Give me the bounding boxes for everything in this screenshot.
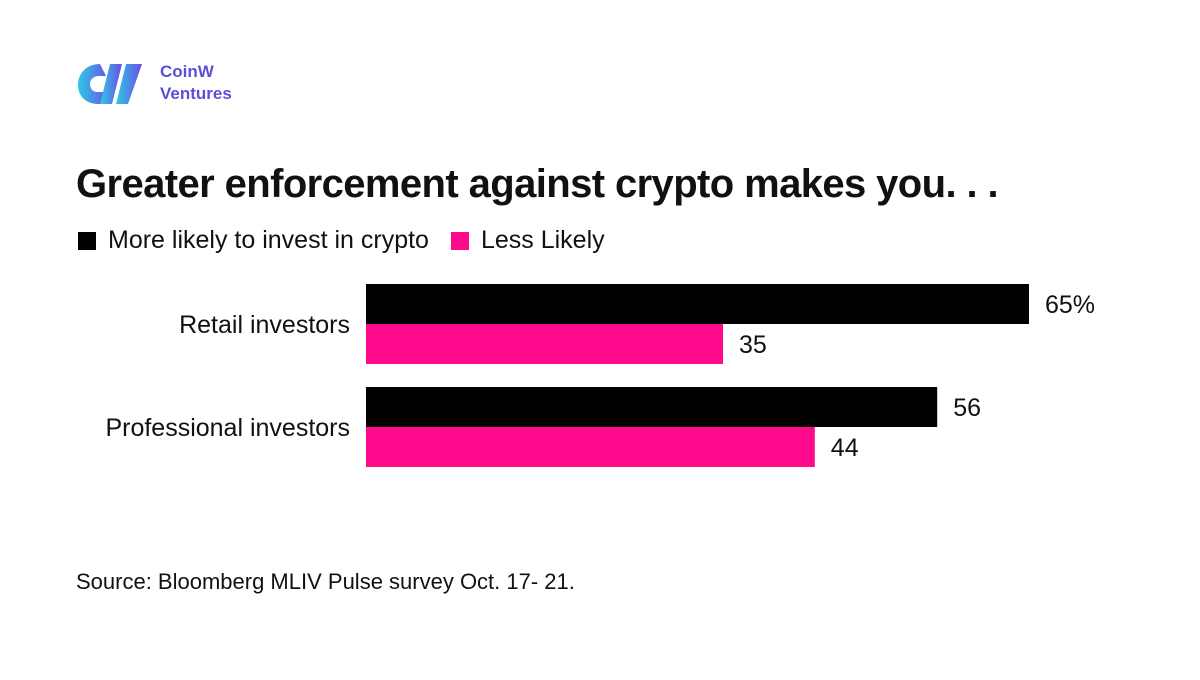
bar-less-likely <box>366 427 815 467</box>
brand-name-line1: CoinW <box>160 62 214 81</box>
category-label: Retail investors <box>179 311 350 339</box>
bar-value-label: 44 <box>831 434 859 462</box>
bar-value-label: 56 <box>953 394 981 422</box>
legend-item-less-likely: Less Likely <box>450 226 605 255</box>
bar-less-likely <box>366 324 723 364</box>
brand-name: CoinW Ventures <box>160 61 232 105</box>
chart-legend: More likely to invest in crypto Less Lik… <box>78 226 627 255</box>
chart-title: Greater enforcement against crypto makes… <box>76 162 999 206</box>
bar-value-label: 65% <box>1045 291 1095 319</box>
bar-more-likely <box>366 284 1029 324</box>
bar-more-likely <box>366 387 938 427</box>
legend-label-less-likely: Less Likely <box>480 226 605 254</box>
legend-swatch-less-likely <box>450 231 469 250</box>
bar-value-label: 35 <box>739 331 767 359</box>
category-label: Professional investors <box>105 414 350 442</box>
legend-item-more-likely: More likely to invest in crypto <box>78 226 429 255</box>
legend-swatch-more-likely <box>78 231 96 250</box>
legend-label-more-likely: More likely to invest in crypto <box>108 226 429 254</box>
coinw-logo-icon <box>78 64 142 104</box>
brand-name-line2: Ventures <box>160 84 232 103</box>
brand-logo: CoinW Ventures <box>76 58 232 108</box>
source-note: Source: Bloomberg MLIV Pulse survey Oct.… <box>76 569 575 594</box>
